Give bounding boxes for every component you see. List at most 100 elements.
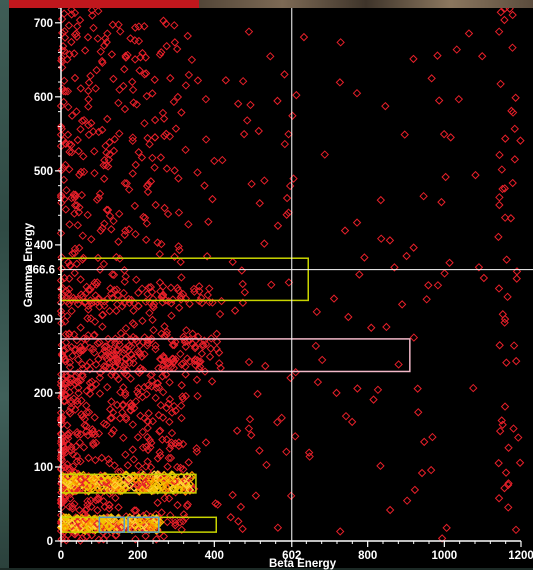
dense-data-point	[144, 483, 153, 493]
data-point	[87, 377, 97, 386]
x-tick-label: 1000	[432, 550, 458, 562]
data-point	[251, 491, 261, 500]
data-point	[290, 432, 300, 441]
dense-data-point	[60, 522, 70, 531]
data-point	[141, 235, 151, 244]
data-point	[79, 152, 88, 161]
data-point	[442, 523, 451, 533]
data-point	[511, 93, 520, 102]
data-point	[175, 245, 184, 255]
data-point	[61, 160, 70, 170]
data-point	[65, 428, 74, 438]
data-point	[159, 114, 169, 123]
data-point	[57, 14, 67, 24]
y-tick-label: 100	[34, 462, 53, 474]
data-point	[127, 295, 136, 305]
data-point	[140, 70, 149, 79]
data-point	[89, 427, 98, 436]
data-point	[123, 461, 133, 470]
data-point	[192, 444, 201, 453]
data-point	[81, 289, 90, 299]
data-point	[114, 503, 123, 512]
scatter-plot-panel[interactable]: 0 100 200 300 400 500 600 700 0 200 400 602 800 1000 1…	[9, 8, 533, 570]
data-point	[61, 338, 71, 347]
data-point	[176, 295, 186, 304]
data-point	[98, 322, 107, 331]
dense-data-point	[146, 476, 155, 486]
data-point	[121, 390, 130, 400]
data-point	[147, 438, 156, 448]
x-tick-label: 800	[358, 550, 377, 562]
data-point	[176, 257, 185, 267]
data-point	[99, 419, 109, 428]
data-point	[61, 330, 71, 339]
data-point	[504, 479, 513, 488]
data-point	[60, 33, 70, 42]
data-point	[134, 301, 143, 311]
data-point	[200, 181, 209, 190]
data-point	[111, 334, 120, 343]
data-point	[121, 226, 130, 235]
data-point	[134, 301, 143, 311]
data-point	[208, 298, 217, 307]
data-point	[64, 330, 74, 339]
data-point	[508, 108, 518, 117]
data-point	[169, 97, 179, 107]
data-point	[164, 453, 173, 463]
data-point	[213, 500, 222, 509]
data-point	[80, 421, 89, 430]
data-point	[177, 273, 186, 282]
data-point	[148, 89, 157, 98]
data-point	[76, 536, 85, 545]
data-point	[178, 439, 188, 449]
roi-5[interactable]	[98, 516, 126, 533]
y-axis-label: Gamma Energy	[23, 222, 35, 308]
data-point	[495, 426, 505, 436]
scatter-plot[interactable]: 0 100 200 300 400 500 600 700 0 200 400 602 800 1000 1…	[9, 8, 533, 568]
data-point	[131, 229, 140, 239]
data-point	[72, 451, 82, 461]
data-point	[180, 337, 190, 347]
data-point	[102, 420, 111, 429]
data-point	[141, 462, 151, 471]
data-point	[106, 413, 115, 423]
data-point	[82, 408, 91, 417]
data-point	[172, 44, 182, 54]
data-point	[65, 358, 75, 367]
data-point	[66, 403, 76, 413]
dense-data-point	[105, 485, 115, 495]
data-point	[99, 535, 108, 544]
dense-data-point	[168, 483, 178, 493]
roi-6[interactable]	[127, 516, 160, 533]
data-point	[500, 15, 509, 25]
data-point	[114, 209, 124, 219]
data-point	[284, 278, 294, 287]
data-point	[261, 361, 270, 371]
data-point	[120, 345, 129, 355]
data-point	[120, 230, 129, 240]
data-point	[100, 351, 110, 361]
data-point	[120, 178, 130, 188]
dense-data-point	[89, 474, 99, 484]
data-point	[65, 388, 74, 397]
data-point	[109, 216, 118, 226]
data-point	[273, 523, 283, 532]
data-point	[126, 374, 135, 383]
data-point	[131, 334, 141, 344]
data-point	[167, 408, 177, 417]
data-point	[116, 387, 125, 397]
data-point	[121, 51, 130, 61]
data-point	[203, 290, 212, 300]
data-point	[158, 435, 167, 444]
data-point	[267, 280, 276, 290]
data-point	[168, 340, 178, 350]
data-point	[286, 373, 295, 383]
data-point	[158, 387, 168, 397]
data-point	[61, 445, 70, 455]
data-point	[76, 323, 85, 332]
data-point	[128, 445, 137, 454]
data-point	[163, 462, 172, 471]
data-point	[164, 494, 174, 503]
data-point	[147, 382, 156, 391]
data-point	[148, 153, 157, 163]
